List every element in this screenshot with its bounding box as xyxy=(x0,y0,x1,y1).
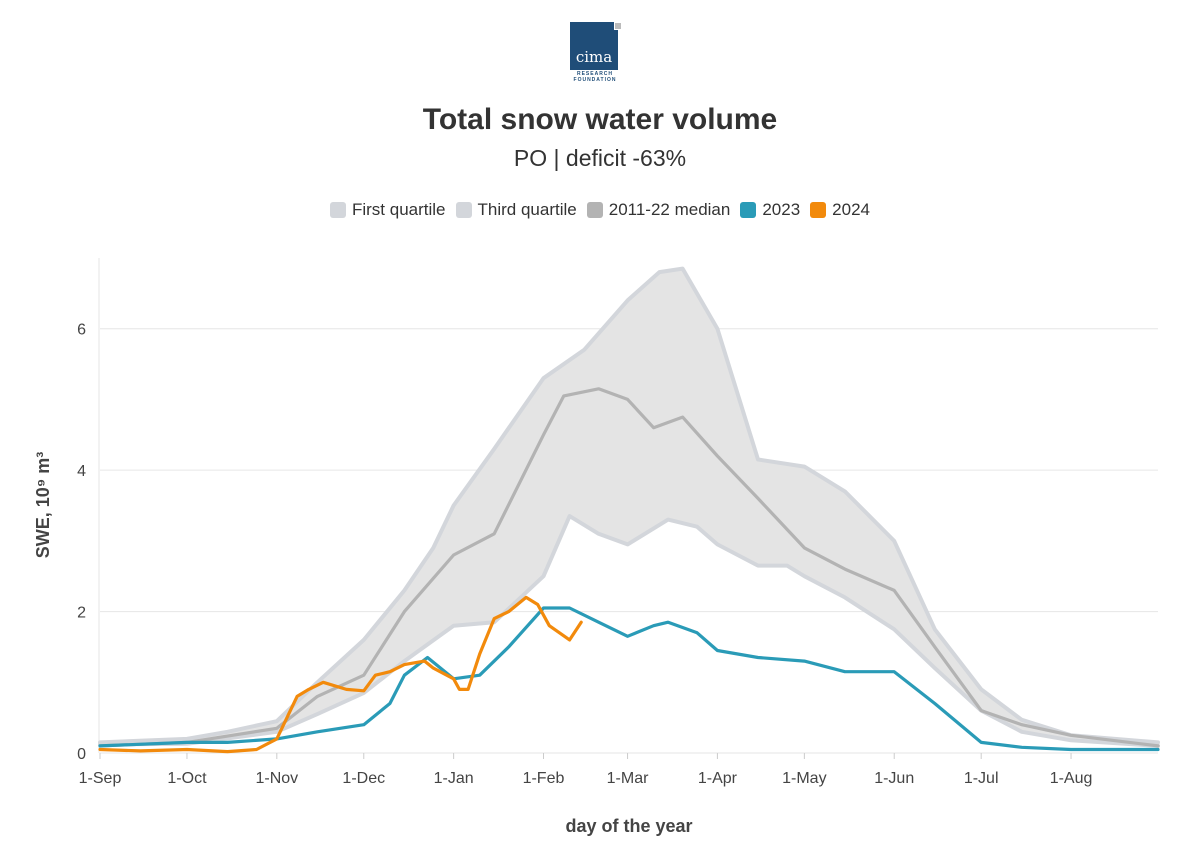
x-tick-label: 1-Jun xyxy=(874,770,914,787)
x-axis-label: day of the year xyxy=(565,816,692,836)
legend-item-third-quartile[interactable]: Third quartile xyxy=(455,200,577,220)
x-tick-label: 1-Mar xyxy=(607,770,649,787)
x-tick-label: 1-Jul xyxy=(964,770,999,787)
legend-item-2024[interactable]: 2024 xyxy=(810,200,870,220)
legend-item-median[interactable]: 2011-22 median xyxy=(586,200,730,220)
x-tick-label: 1-Feb xyxy=(523,770,565,787)
y-axis-label: SWE, 10⁹ m³ xyxy=(33,452,53,559)
y-tick-label: 6 xyxy=(77,322,86,339)
series-line-first-quartile xyxy=(98,514,1160,748)
series-line-2024 xyxy=(98,595,583,754)
x-tick-label: 1-Oct xyxy=(167,770,207,787)
series-line-2011-22-median xyxy=(98,387,1160,748)
series-line-2023 xyxy=(98,606,1160,752)
chart-title: Total snow water volume xyxy=(422,103,778,136)
x-tick-label: 1-May xyxy=(782,770,826,787)
x-tick-label: 1-Jan xyxy=(434,770,474,787)
x-tick-label: 1-Dec xyxy=(342,770,385,787)
series-line-third-quartile xyxy=(98,266,1160,745)
chart-subtitle: PO | deficit -63% xyxy=(513,145,687,171)
x-tick-label: 1-Sep xyxy=(79,770,122,787)
y-tick-label: 4 xyxy=(77,463,86,480)
x-tick-label: 1-Apr xyxy=(698,770,738,787)
legend-item-2023[interactable]: 2023 xyxy=(740,200,800,220)
legend: First quartile Third quartile 2011-22 me… xyxy=(0,200,1200,220)
cima-logo: cima RESEARCH FOUNDATION xyxy=(570,22,622,84)
y-tick-label: 2 xyxy=(77,605,86,622)
x-tick-label: 1-Nov xyxy=(255,770,298,787)
interquartile-band xyxy=(100,268,1158,746)
legend-item-first-quartile[interactable]: First quartile xyxy=(329,200,446,220)
y-tick-label: 0 xyxy=(77,746,86,763)
x-tick-label: 1-Aug xyxy=(1050,770,1093,787)
